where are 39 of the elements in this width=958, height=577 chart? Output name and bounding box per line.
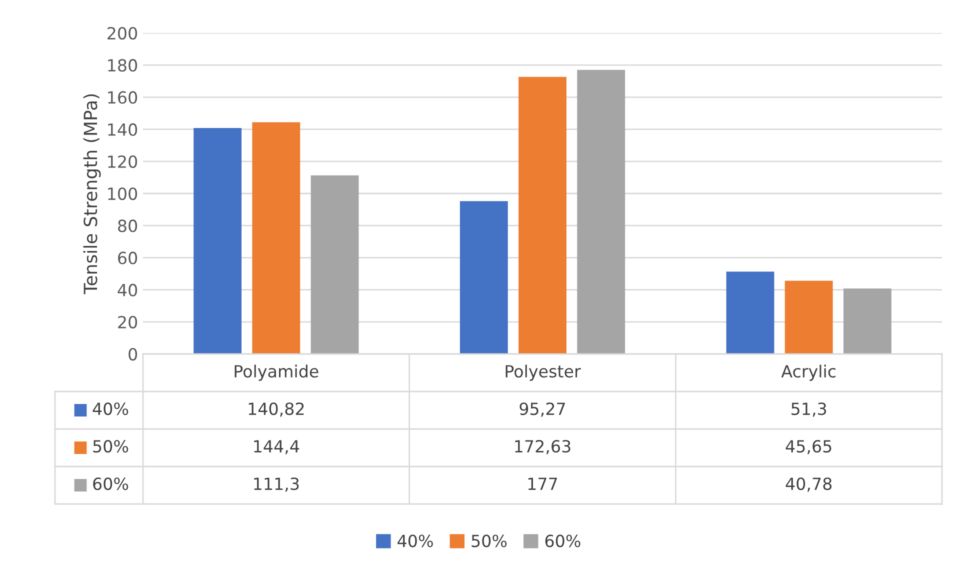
legend-label: 50%: [93, 440, 128, 453]
x-tick-label: Acrylic: [781, 364, 836, 381]
legend-label: 60%: [545, 534, 580, 548]
y-tick-label: 80: [118, 220, 138, 232]
legend-label: 40%: [92, 402, 128, 416]
bar: [784, 280, 833, 354]
y-tick-label: 100: [108, 187, 138, 200]
data-label: 95,27: [520, 402, 565, 417]
x-tick-label: Polyester: [506, 364, 581, 381]
bar: [252, 122, 300, 354]
x-tick-label: Polyamide: [234, 364, 318, 381]
data-label: 40,78: [786, 477, 832, 492]
y-tick-label: 60: [118, 252, 138, 264]
data-label: 144,4: [254, 440, 300, 454]
data-label: 111,3: [254, 477, 299, 492]
data-label: 45,65: [786, 440, 832, 454]
y-axis-title: Tensile Strength (MPa): [83, 94, 101, 294]
text: 40%: [398, 534, 433, 548]
data-label: 172,63: [515, 440, 570, 454]
bar: [194, 128, 242, 354]
y-tick-label: 180: [108, 59, 138, 72]
y-tick-label: 120: [108, 155, 138, 168]
y-tick-label: 20: [118, 316, 138, 328]
y-tick-label: 200: [108, 26, 138, 40]
y-tick-label: 160: [108, 91, 138, 104]
bar: [518, 76, 566, 354]
data-label: 140,82: [248, 402, 304, 417]
data-label: 177: [528, 478, 557, 490]
bar: [310, 175, 359, 354]
text: 50%: [472, 534, 507, 548]
y-tick-label: 40: [118, 284, 138, 296]
text: 60%: [93, 477, 128, 490]
bar: [726, 272, 774, 354]
bar: [577, 70, 626, 354]
bar: [843, 288, 892, 354]
bar: [460, 201, 508, 354]
y-tick-label: 140: [108, 123, 138, 136]
data-label: 51,3: [792, 402, 826, 417]
y-tick-label: 0: [128, 348, 138, 361]
